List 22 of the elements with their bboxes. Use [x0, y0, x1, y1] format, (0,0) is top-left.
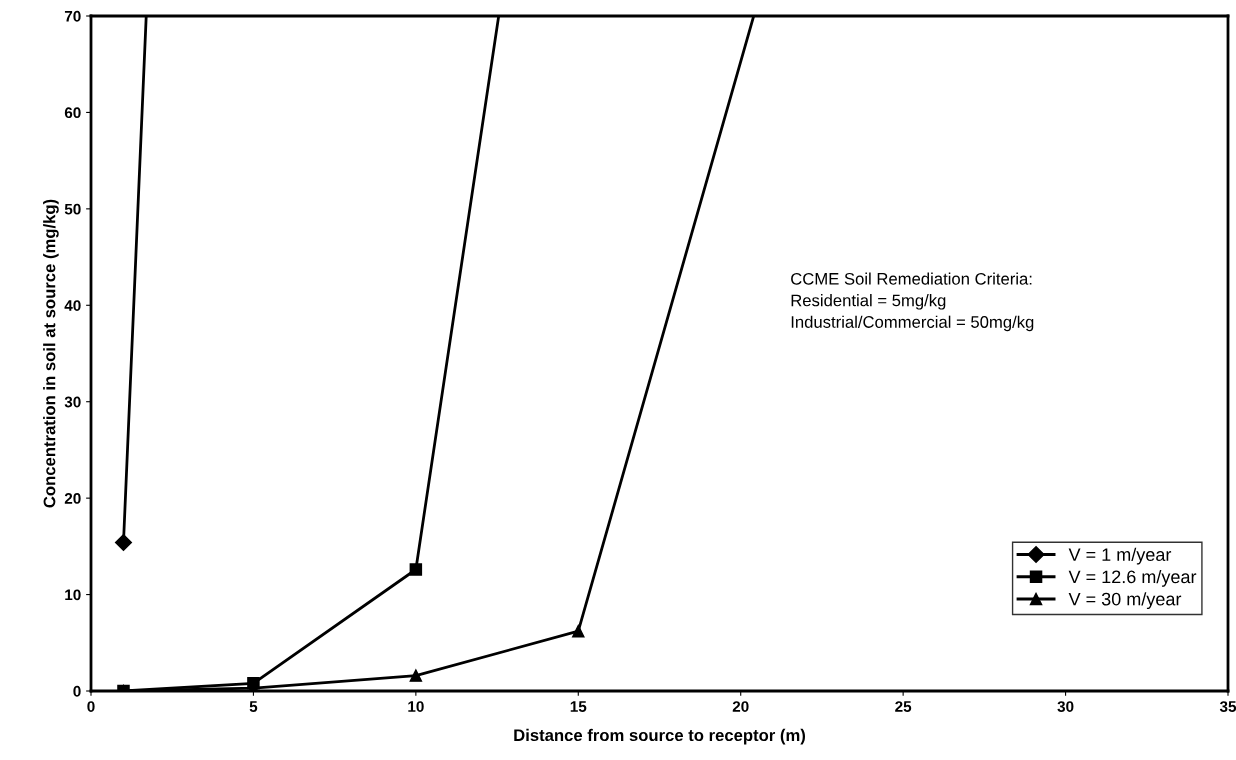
- y-tick-label: 20: [64, 493, 81, 504]
- x-tick-label: 20: [732, 701, 749, 712]
- y-axis-title: Concentration in soil at source (mg/kg): [43, 199, 59, 508]
- y-tick-label: 50: [64, 203, 81, 215]
- x-tick-label: 30: [1057, 701, 1074, 712]
- y-tick-label: 60: [64, 107, 81, 119]
- x-tick-label: 5: [249, 701, 258, 712]
- x-tick-label: 35: [1219, 701, 1236, 712]
- y-tick-label: 70: [64, 10, 81, 22]
- legend-label: V = 30 m/year: [1068, 592, 1182, 610]
- x-tick-label: 0: [87, 701, 95, 712]
- y-tick-label: 10: [65, 589, 81, 601]
- x-tick-label: 15: [570, 701, 587, 712]
- x-tick-label: 10: [408, 701, 424, 712]
- legend-label: V = 12.6 m/year: [1068, 569, 1197, 587]
- x-tick-label: 25: [895, 701, 912, 712]
- x-axis-title: Distance from source to receptor (m): [514, 728, 806, 745]
- y-tick-label: 0: [73, 685, 81, 697]
- legend-label: V = 1 m/year: [1068, 547, 1172, 565]
- y-tick-label: 40: [64, 300, 81, 311]
- y-tick-label: 30: [64, 396, 81, 408]
- annotation: CCME Soil Remediation Criteria: Residential = 5mg/kg Industrial/Commercial = 50mg/kg: [791, 272, 1034, 332]
